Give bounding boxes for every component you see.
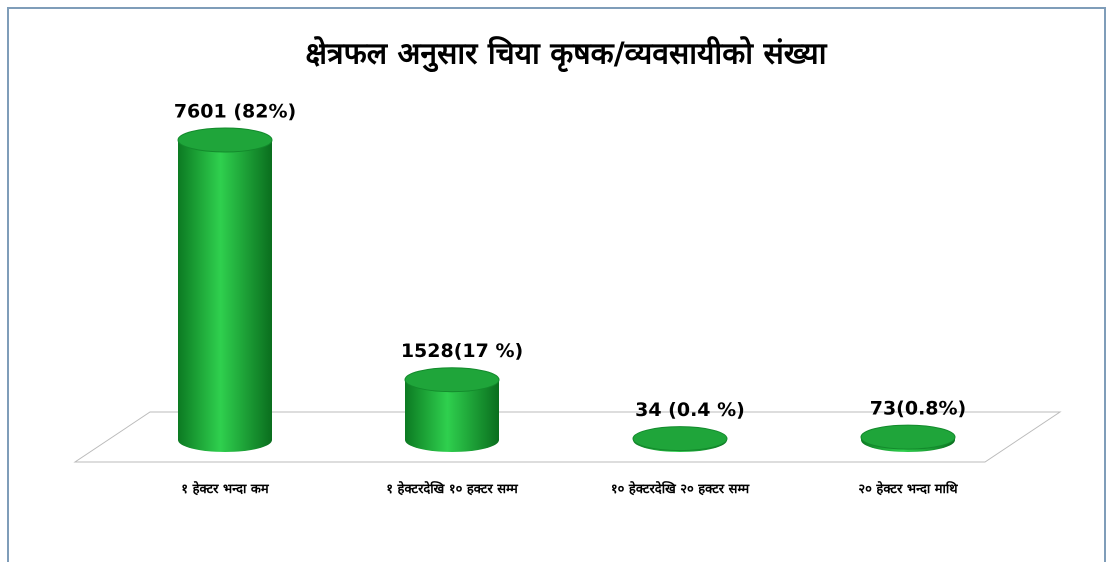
data-label: 34 (0.4 %) xyxy=(635,399,745,421)
data-label: 1528(17 %) xyxy=(401,340,523,362)
bar-top xyxy=(860,424,956,450)
bar xyxy=(632,426,728,452)
bar-body xyxy=(405,379,499,452)
bar-top xyxy=(404,367,500,393)
data-label: 73(0.8%) xyxy=(870,398,967,420)
x-tick-label: १ हेक्टर भन्दा कम xyxy=(181,482,269,497)
bar xyxy=(860,424,956,452)
bar xyxy=(404,367,500,452)
x-tick-label: १ हेक्टरदेखि १० हक्टर सम्म xyxy=(386,482,518,497)
bar xyxy=(177,127,273,452)
bar-top xyxy=(632,426,728,452)
bar-body xyxy=(178,140,272,452)
chart-title: क्षेत्रफल अनुसार चिया कृषक/व्यवसायीको सं… xyxy=(306,36,828,73)
x-tick-label: २० हेक्टर भन्दा माथि xyxy=(858,482,958,497)
x-tick-label: १० हेक्टरदेखि २० हक्टर सम्म xyxy=(610,482,750,497)
floor xyxy=(73,411,1062,463)
frame xyxy=(7,7,1106,562)
data-label: 7601 (82%) xyxy=(174,101,296,123)
bar-top xyxy=(177,127,273,153)
